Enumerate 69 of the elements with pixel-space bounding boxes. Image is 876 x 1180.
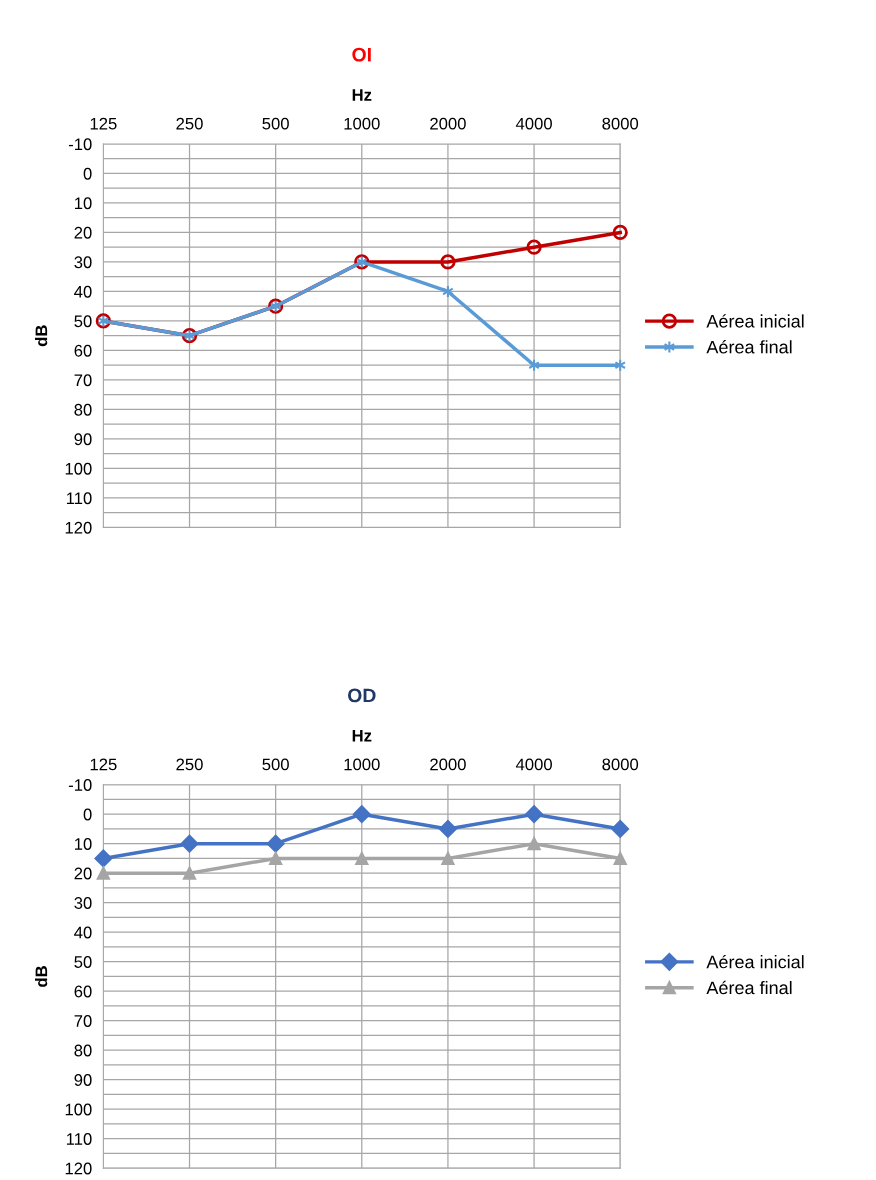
legend-label: Aérea inicial [706, 314, 804, 328]
legend-label: Aérea final [706, 340, 792, 354]
y-tick-label: -10 [68, 779, 92, 791]
y-tick-label: 10 [74, 838, 92, 850]
point [611, 820, 630, 838]
y-tick-label: 70 [74, 1015, 92, 1027]
point [525, 805, 543, 824]
x-tick-label: 2000 [430, 758, 466, 771]
y-tick-label: 30 [74, 897, 92, 909]
y-tick-label: 110 [66, 1133, 92, 1145]
y-tick-label: 30 [74, 256, 92, 269]
x-tick-label: 125 [90, 758, 117, 771]
legend-label: Aérea inicial [706, 954, 804, 969]
chart-title: OD [348, 688, 376, 703]
x-axis-title: Hz [352, 89, 372, 101]
point [266, 834, 285, 853]
point [355, 851, 369, 866]
y-tick-label: 80 [74, 403, 92, 416]
y-tick-label: 70 [74, 374, 92, 387]
x-axis-title: Hz [352, 729, 372, 742]
x-tick-label: 8000 [602, 117, 639, 130]
x-tick-label: 250 [176, 117, 203, 130]
x-tick-label: 4000 [515, 117, 552, 130]
x-tick-label: 500 [262, 117, 289, 130]
y-tick-label: 60 [74, 344, 92, 357]
x-tick-label: 8000 [602, 758, 639, 771]
point [94, 849, 113, 868]
y-axis-title: dB [35, 966, 48, 987]
y-tick-label: 120 [65, 1162, 92, 1175]
point [526, 239, 542, 255]
y-tick-label: 110 [66, 492, 92, 505]
y-tick-label: 20 [74, 867, 92, 880]
x-tick-label: 250 [176, 758, 203, 771]
point [440, 254, 456, 270]
point [612, 224, 628, 241]
y-tick-label: 120 [65, 521, 92, 534]
y-tick-label: 0 [83, 808, 92, 821]
y-tick-label: 50 [74, 315, 92, 328]
chart-title: OI [352, 47, 371, 62]
point [182, 866, 197, 880]
y-tick-label: 0 [83, 167, 92, 180]
point [613, 851, 627, 866]
y-tick-label: -10 [68, 138, 92, 151]
y-tick-label: 40 [74, 285, 92, 298]
point [180, 834, 199, 853]
y-tick-label: 90 [74, 433, 92, 446]
point [527, 837, 541, 851]
x-tick-label: 1000 [344, 117, 380, 130]
point [269, 851, 283, 866]
x-tick-label: 125 [90, 117, 117, 130]
y-tick-label: 10 [74, 197, 92, 210]
y-tick-label: 100 [65, 1103, 92, 1116]
x-tick-label: 500 [262, 758, 289, 771]
y-tick-label: 90 [74, 1074, 92, 1086]
y-tick-label: 20 [74, 226, 92, 239]
legend-label: Aérea final [706, 980, 792, 995]
x-tick-label: 2000 [430, 117, 466, 130]
y-tick-label: 50 [74, 956, 92, 968]
point [439, 820, 457, 838]
point [352, 805, 371, 824]
y-tick-label: 60 [74, 985, 92, 998]
y-axis-title: dB [35, 325, 48, 347]
x-tick-label: 4000 [515, 758, 552, 771]
y-tick-label: 40 [74, 926, 92, 939]
point [96, 866, 110, 880]
x-tick-label: 1000 [344, 758, 380, 771]
point [441, 851, 455, 866]
y-tick-label: 100 [65, 462, 92, 475]
y-tick-label: 80 [74, 1044, 92, 1057]
